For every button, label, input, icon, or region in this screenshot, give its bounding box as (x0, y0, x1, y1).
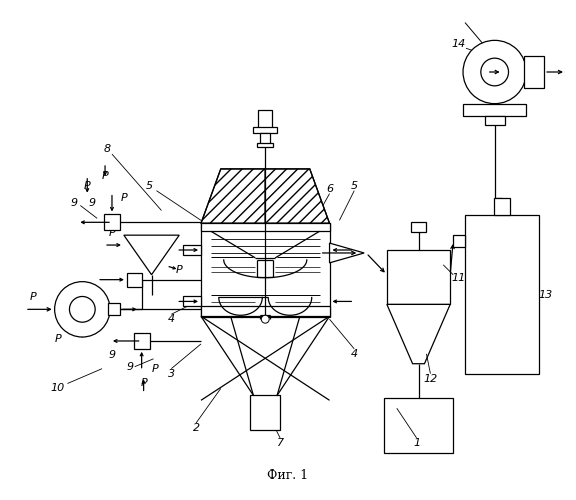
Bar (387, 250, 450, 304)
Text: P: P (152, 364, 159, 374)
Text: 5: 5 (146, 180, 153, 190)
Text: P: P (109, 228, 115, 238)
Text: 9: 9 (108, 350, 116, 360)
Text: 6: 6 (326, 184, 333, 194)
Text: Фиг. 1: Фиг. 1 (267, 469, 309, 482)
Polygon shape (201, 169, 266, 224)
Bar (384, 398, 453, 452)
Bar (253, 128, 277, 134)
Bar (258, 110, 272, 130)
Bar (127, 272, 142, 286)
Bar (524, 56, 544, 88)
Bar (104, 214, 120, 230)
Text: 4: 4 (168, 314, 175, 324)
Bar (465, 216, 539, 374)
Polygon shape (266, 169, 329, 224)
Bar (260, 134, 270, 145)
Circle shape (55, 282, 110, 337)
Polygon shape (329, 243, 364, 263)
Text: 11: 11 (451, 272, 465, 282)
Circle shape (70, 296, 95, 322)
Bar (494, 198, 510, 216)
Bar (257, 143, 273, 147)
Text: P: P (176, 265, 183, 275)
Text: 10: 10 (51, 384, 65, 394)
Text: P: P (54, 334, 61, 344)
Bar (485, 116, 505, 126)
Text: 13: 13 (538, 290, 552, 300)
Text: 4: 4 (351, 349, 358, 359)
Text: P: P (140, 378, 147, 388)
Bar (201, 224, 329, 231)
Bar (183, 245, 201, 255)
Bar (134, 333, 150, 349)
Circle shape (481, 58, 509, 86)
Text: P: P (29, 292, 36, 302)
Text: 12: 12 (423, 374, 438, 384)
Text: 14: 14 (451, 40, 465, 50)
Text: P: P (84, 180, 90, 190)
Text: 3: 3 (168, 368, 175, 378)
Text: 1: 1 (413, 438, 420, 448)
Text: 8: 8 (104, 144, 111, 154)
Bar (183, 296, 201, 306)
Circle shape (463, 40, 526, 104)
Polygon shape (124, 235, 179, 275)
Text: 2: 2 (192, 423, 200, 433)
Text: P: P (102, 171, 108, 181)
Bar (201, 224, 329, 317)
Polygon shape (387, 304, 450, 364)
Text: 9: 9 (126, 362, 133, 372)
Bar (411, 222, 426, 232)
Bar (201, 306, 329, 316)
Text: 9: 9 (89, 198, 96, 207)
Text: P: P (120, 192, 127, 202)
Circle shape (262, 316, 269, 323)
Text: 5: 5 (351, 180, 358, 190)
Text: 9: 9 (71, 198, 78, 207)
Bar (251, 396, 280, 430)
Bar (463, 104, 526, 116)
Bar (453, 235, 465, 247)
Bar (108, 304, 120, 316)
Text: 7: 7 (276, 438, 283, 448)
